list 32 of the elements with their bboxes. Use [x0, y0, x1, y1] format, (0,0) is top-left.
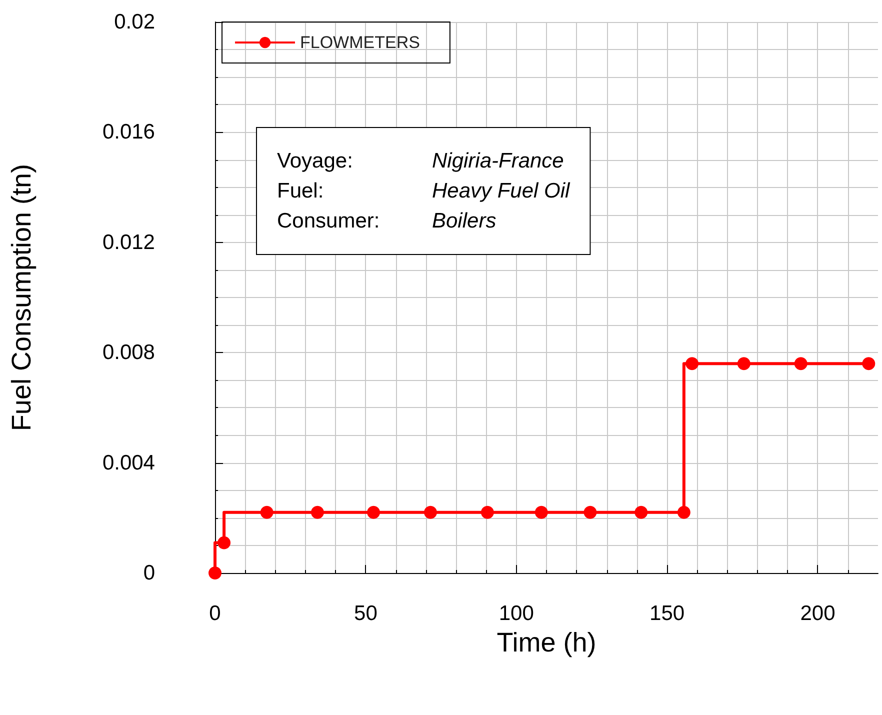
point [208, 566, 222, 580]
x-tick-label: 100 [498, 602, 534, 625]
text: Fuel: Heavy Fuel Oil [277, 180, 570, 202]
point [480, 506, 494, 519]
point [584, 506, 597, 519]
y-tick-label: 0.02 [114, 10, 155, 34]
x-tick-label: 0 [209, 602, 221, 625]
point [218, 536, 231, 550]
x-tick-label: 50 [354, 602, 378, 625]
y-axis-title: Fuel Consumption (tn) [6, 164, 36, 432]
y-tick-label: 0.004 [102, 451, 156, 474]
point [634, 506, 648, 519]
text: Consumer: Boilers [277, 210, 496, 232]
point [260, 506, 274, 519]
y-tick-label: 0.012 [102, 230, 155, 254]
point [794, 357, 808, 370]
x-tick-label: 150 [650, 602, 685, 625]
point [310, 506, 324, 519]
y-tick-label: 0.008 [102, 341, 155, 364]
point [424, 506, 437, 519]
text: Voyage: Nigiria-France [277, 150, 564, 172]
x-axis-title: Time (h) [496, 628, 596, 658]
legend-label: FLOWMETERS [300, 33, 420, 52]
point [862, 357, 876, 370]
y-tick-label: 0 [143, 562, 155, 584]
y-tick-label: 0.016 [102, 120, 155, 144]
point [367, 506, 380, 519]
point [686, 357, 699, 370]
x-tick-label: 200 [800, 602, 836, 625]
point [677, 506, 690, 519]
point [737, 357, 750, 370]
point [534, 506, 548, 519]
